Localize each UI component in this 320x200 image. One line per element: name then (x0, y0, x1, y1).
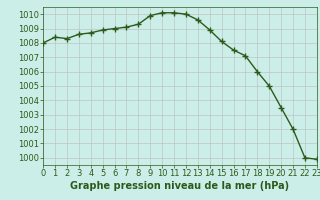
X-axis label: Graphe pression niveau de la mer (hPa): Graphe pression niveau de la mer (hPa) (70, 181, 290, 191)
